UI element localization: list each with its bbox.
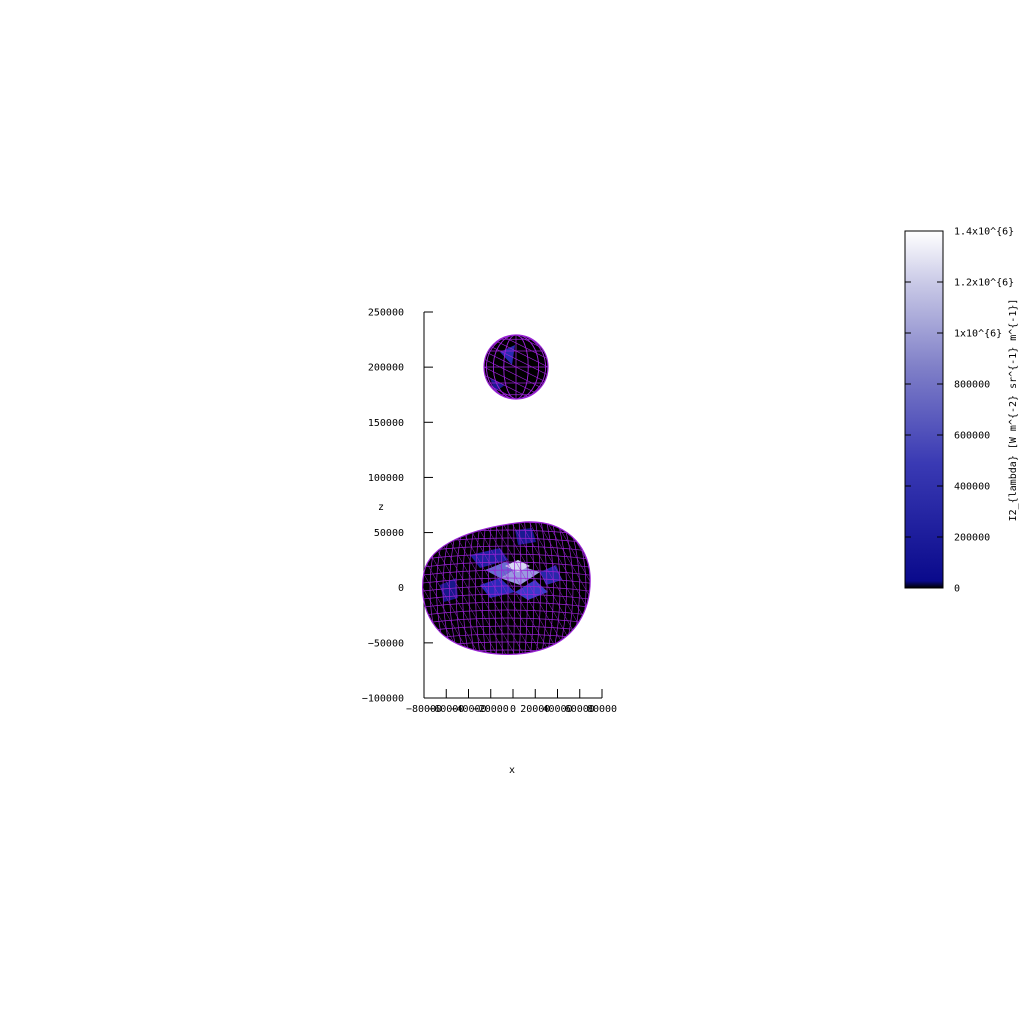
z-tick-label: 100000 xyxy=(368,473,404,484)
sphere-mesh xyxy=(484,335,548,399)
x-tick-label: 80000 xyxy=(587,704,617,715)
colorbar: 0 200000 400000 600000 800000 1x10^{6} 1.2x10^… xyxy=(904,227,1019,595)
sphere-surface xyxy=(483,334,549,400)
colorbar-label: I2_{lambda} [W m^{-2} sr^{-1} m^{-1}] xyxy=(1008,299,1019,522)
x-tick-label: −20000 xyxy=(473,704,509,715)
x-tick-label: 0 xyxy=(510,704,516,715)
z-tick-label: 50000 xyxy=(374,528,404,539)
x-axis-label: x xyxy=(509,765,515,776)
colorbar-ticks: 0 200000 400000 600000 800000 1x10^{6} 1.2x10^… xyxy=(905,227,1014,595)
colorbar-tick-label: 600000 xyxy=(954,431,990,442)
x-tick-label: −80000 xyxy=(406,704,442,715)
x-tick-label: 40000 xyxy=(542,704,572,715)
body-bright-facet xyxy=(505,560,530,572)
colorbar-tick-label: 1.2x10^{6} xyxy=(954,278,1014,289)
x-tick-label: 60000 xyxy=(565,704,595,715)
z-tick-label: 0 xyxy=(398,583,404,594)
colorbar-tick-label: 1.4x10^{6} xyxy=(954,227,1014,238)
colorbar-tick-label: 0 xyxy=(954,584,960,595)
z-tick-label: 200000 xyxy=(368,363,404,374)
x-tick-label: −40000 xyxy=(450,704,486,715)
z-tick-label: 150000 xyxy=(368,418,404,429)
colorbar-tick-label: 400000 xyxy=(954,482,990,493)
colorbar-gradient xyxy=(904,230,944,589)
z-axis-label: z xyxy=(378,502,384,513)
colorbar-tick-label: 800000 xyxy=(954,380,990,391)
z-tick-label: 250000 xyxy=(368,308,404,319)
colorbar-tick-label: 1x10^{6} xyxy=(954,329,1002,340)
z-tick-label: −100000 xyxy=(362,694,404,705)
z-axis: −100000 −50000 0 50000 100000 150000 200000 250… xyxy=(362,308,433,705)
colorbar-tick-label: 200000 xyxy=(954,533,990,544)
x-tick-label: −60000 xyxy=(428,704,464,715)
body-surface xyxy=(421,521,591,655)
z-tick-label: −50000 xyxy=(368,638,404,649)
x-axis: −80000−60000−40000−20000 0 200004000060000… xyxy=(406,689,617,715)
x-tick-label: 20000 xyxy=(520,704,550,715)
surface-objects xyxy=(421,334,591,655)
